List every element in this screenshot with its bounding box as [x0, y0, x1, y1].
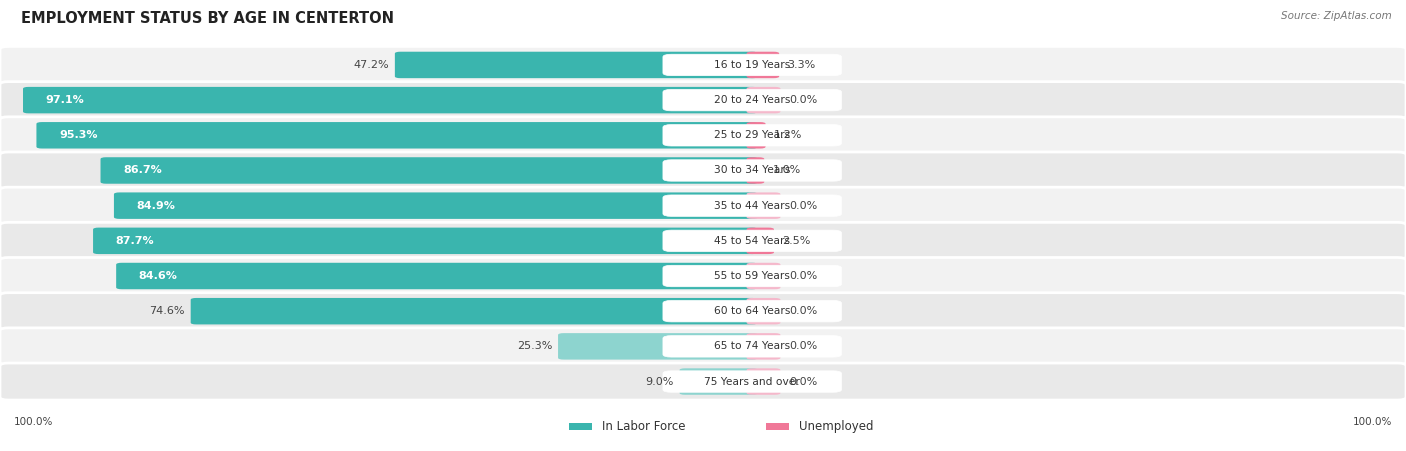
Text: 100.0%: 100.0%: [14, 417, 53, 427]
Text: 16 to 19 Years: 16 to 19 Years: [714, 60, 790, 70]
FancyBboxPatch shape: [766, 423, 789, 430]
FancyBboxPatch shape: [114, 193, 758, 219]
Text: 95.3%: 95.3%: [59, 130, 97, 140]
FancyBboxPatch shape: [0, 152, 1406, 189]
FancyBboxPatch shape: [0, 328, 1406, 365]
FancyBboxPatch shape: [191, 298, 758, 324]
FancyBboxPatch shape: [747, 298, 780, 324]
Text: 65 to 74 Years: 65 to 74 Years: [714, 341, 790, 351]
FancyBboxPatch shape: [395, 52, 758, 78]
Text: 87.7%: 87.7%: [115, 236, 155, 246]
Text: 84.6%: 84.6%: [139, 271, 177, 281]
FancyBboxPatch shape: [747, 87, 780, 113]
Text: 9.0%: 9.0%: [645, 377, 673, 387]
FancyBboxPatch shape: [93, 228, 758, 254]
FancyBboxPatch shape: [0, 258, 1406, 295]
Text: 35 to 44 Years: 35 to 44 Years: [714, 201, 790, 211]
Text: 74.6%: 74.6%: [149, 306, 186, 316]
FancyBboxPatch shape: [37, 122, 758, 148]
FancyBboxPatch shape: [0, 82, 1406, 119]
FancyBboxPatch shape: [664, 265, 842, 287]
Text: 60 to 64 Years: 60 to 64 Years: [714, 306, 790, 316]
Text: 75 Years and over: 75 Years and over: [704, 377, 800, 387]
Text: 45 to 54 Years: 45 to 54 Years: [714, 236, 790, 246]
FancyBboxPatch shape: [664, 89, 842, 111]
Text: 3.3%: 3.3%: [787, 60, 815, 70]
FancyBboxPatch shape: [747, 157, 765, 184]
FancyBboxPatch shape: [0, 187, 1406, 224]
Text: 0.0%: 0.0%: [789, 377, 817, 387]
Text: 0.0%: 0.0%: [789, 95, 817, 105]
Text: 0.0%: 0.0%: [789, 271, 817, 281]
FancyBboxPatch shape: [0, 293, 1406, 330]
FancyBboxPatch shape: [747, 333, 780, 359]
Text: 1.0%: 1.0%: [773, 166, 801, 175]
Text: 86.7%: 86.7%: [122, 166, 162, 175]
Text: 25 to 29 Years: 25 to 29 Years: [714, 130, 790, 140]
FancyBboxPatch shape: [0, 117, 1406, 154]
Text: EMPLOYMENT STATUS BY AGE IN CENTERTON: EMPLOYMENT STATUS BY AGE IN CENTERTON: [21, 11, 394, 26]
Text: Source: ZipAtlas.com: Source: ZipAtlas.com: [1281, 11, 1392, 21]
Text: 0.0%: 0.0%: [789, 341, 817, 351]
FancyBboxPatch shape: [664, 124, 842, 146]
FancyBboxPatch shape: [747, 368, 780, 395]
Text: In Labor Force: In Labor Force: [602, 420, 685, 433]
FancyBboxPatch shape: [664, 336, 842, 357]
Text: 47.2%: 47.2%: [354, 60, 389, 70]
Text: 55 to 59 Years: 55 to 59 Years: [714, 271, 790, 281]
FancyBboxPatch shape: [664, 230, 842, 252]
FancyBboxPatch shape: [747, 122, 766, 148]
FancyBboxPatch shape: [664, 160, 842, 181]
FancyBboxPatch shape: [664, 195, 842, 216]
FancyBboxPatch shape: [664, 54, 842, 76]
Text: 0.0%: 0.0%: [789, 306, 817, 316]
FancyBboxPatch shape: [100, 157, 758, 184]
FancyBboxPatch shape: [664, 371, 842, 392]
FancyBboxPatch shape: [0, 363, 1406, 400]
FancyBboxPatch shape: [558, 333, 758, 359]
FancyBboxPatch shape: [747, 52, 779, 78]
Text: 2.5%: 2.5%: [782, 236, 811, 246]
Text: 100.0%: 100.0%: [1353, 417, 1392, 427]
FancyBboxPatch shape: [747, 193, 780, 219]
Text: 30 to 34 Years: 30 to 34 Years: [714, 166, 790, 175]
Text: 1.2%: 1.2%: [775, 130, 803, 140]
Text: Unemployed: Unemployed: [799, 420, 873, 433]
FancyBboxPatch shape: [22, 87, 758, 113]
FancyBboxPatch shape: [747, 263, 780, 289]
Text: 0.0%: 0.0%: [789, 201, 817, 211]
Text: 97.1%: 97.1%: [45, 95, 84, 105]
FancyBboxPatch shape: [747, 228, 773, 254]
FancyBboxPatch shape: [664, 300, 842, 322]
Text: 84.9%: 84.9%: [136, 201, 176, 211]
FancyBboxPatch shape: [679, 368, 758, 395]
Text: 20 to 24 Years: 20 to 24 Years: [714, 95, 790, 105]
FancyBboxPatch shape: [117, 263, 758, 289]
FancyBboxPatch shape: [569, 423, 592, 430]
FancyBboxPatch shape: [0, 46, 1406, 83]
Text: 25.3%: 25.3%: [517, 341, 553, 351]
FancyBboxPatch shape: [0, 222, 1406, 259]
